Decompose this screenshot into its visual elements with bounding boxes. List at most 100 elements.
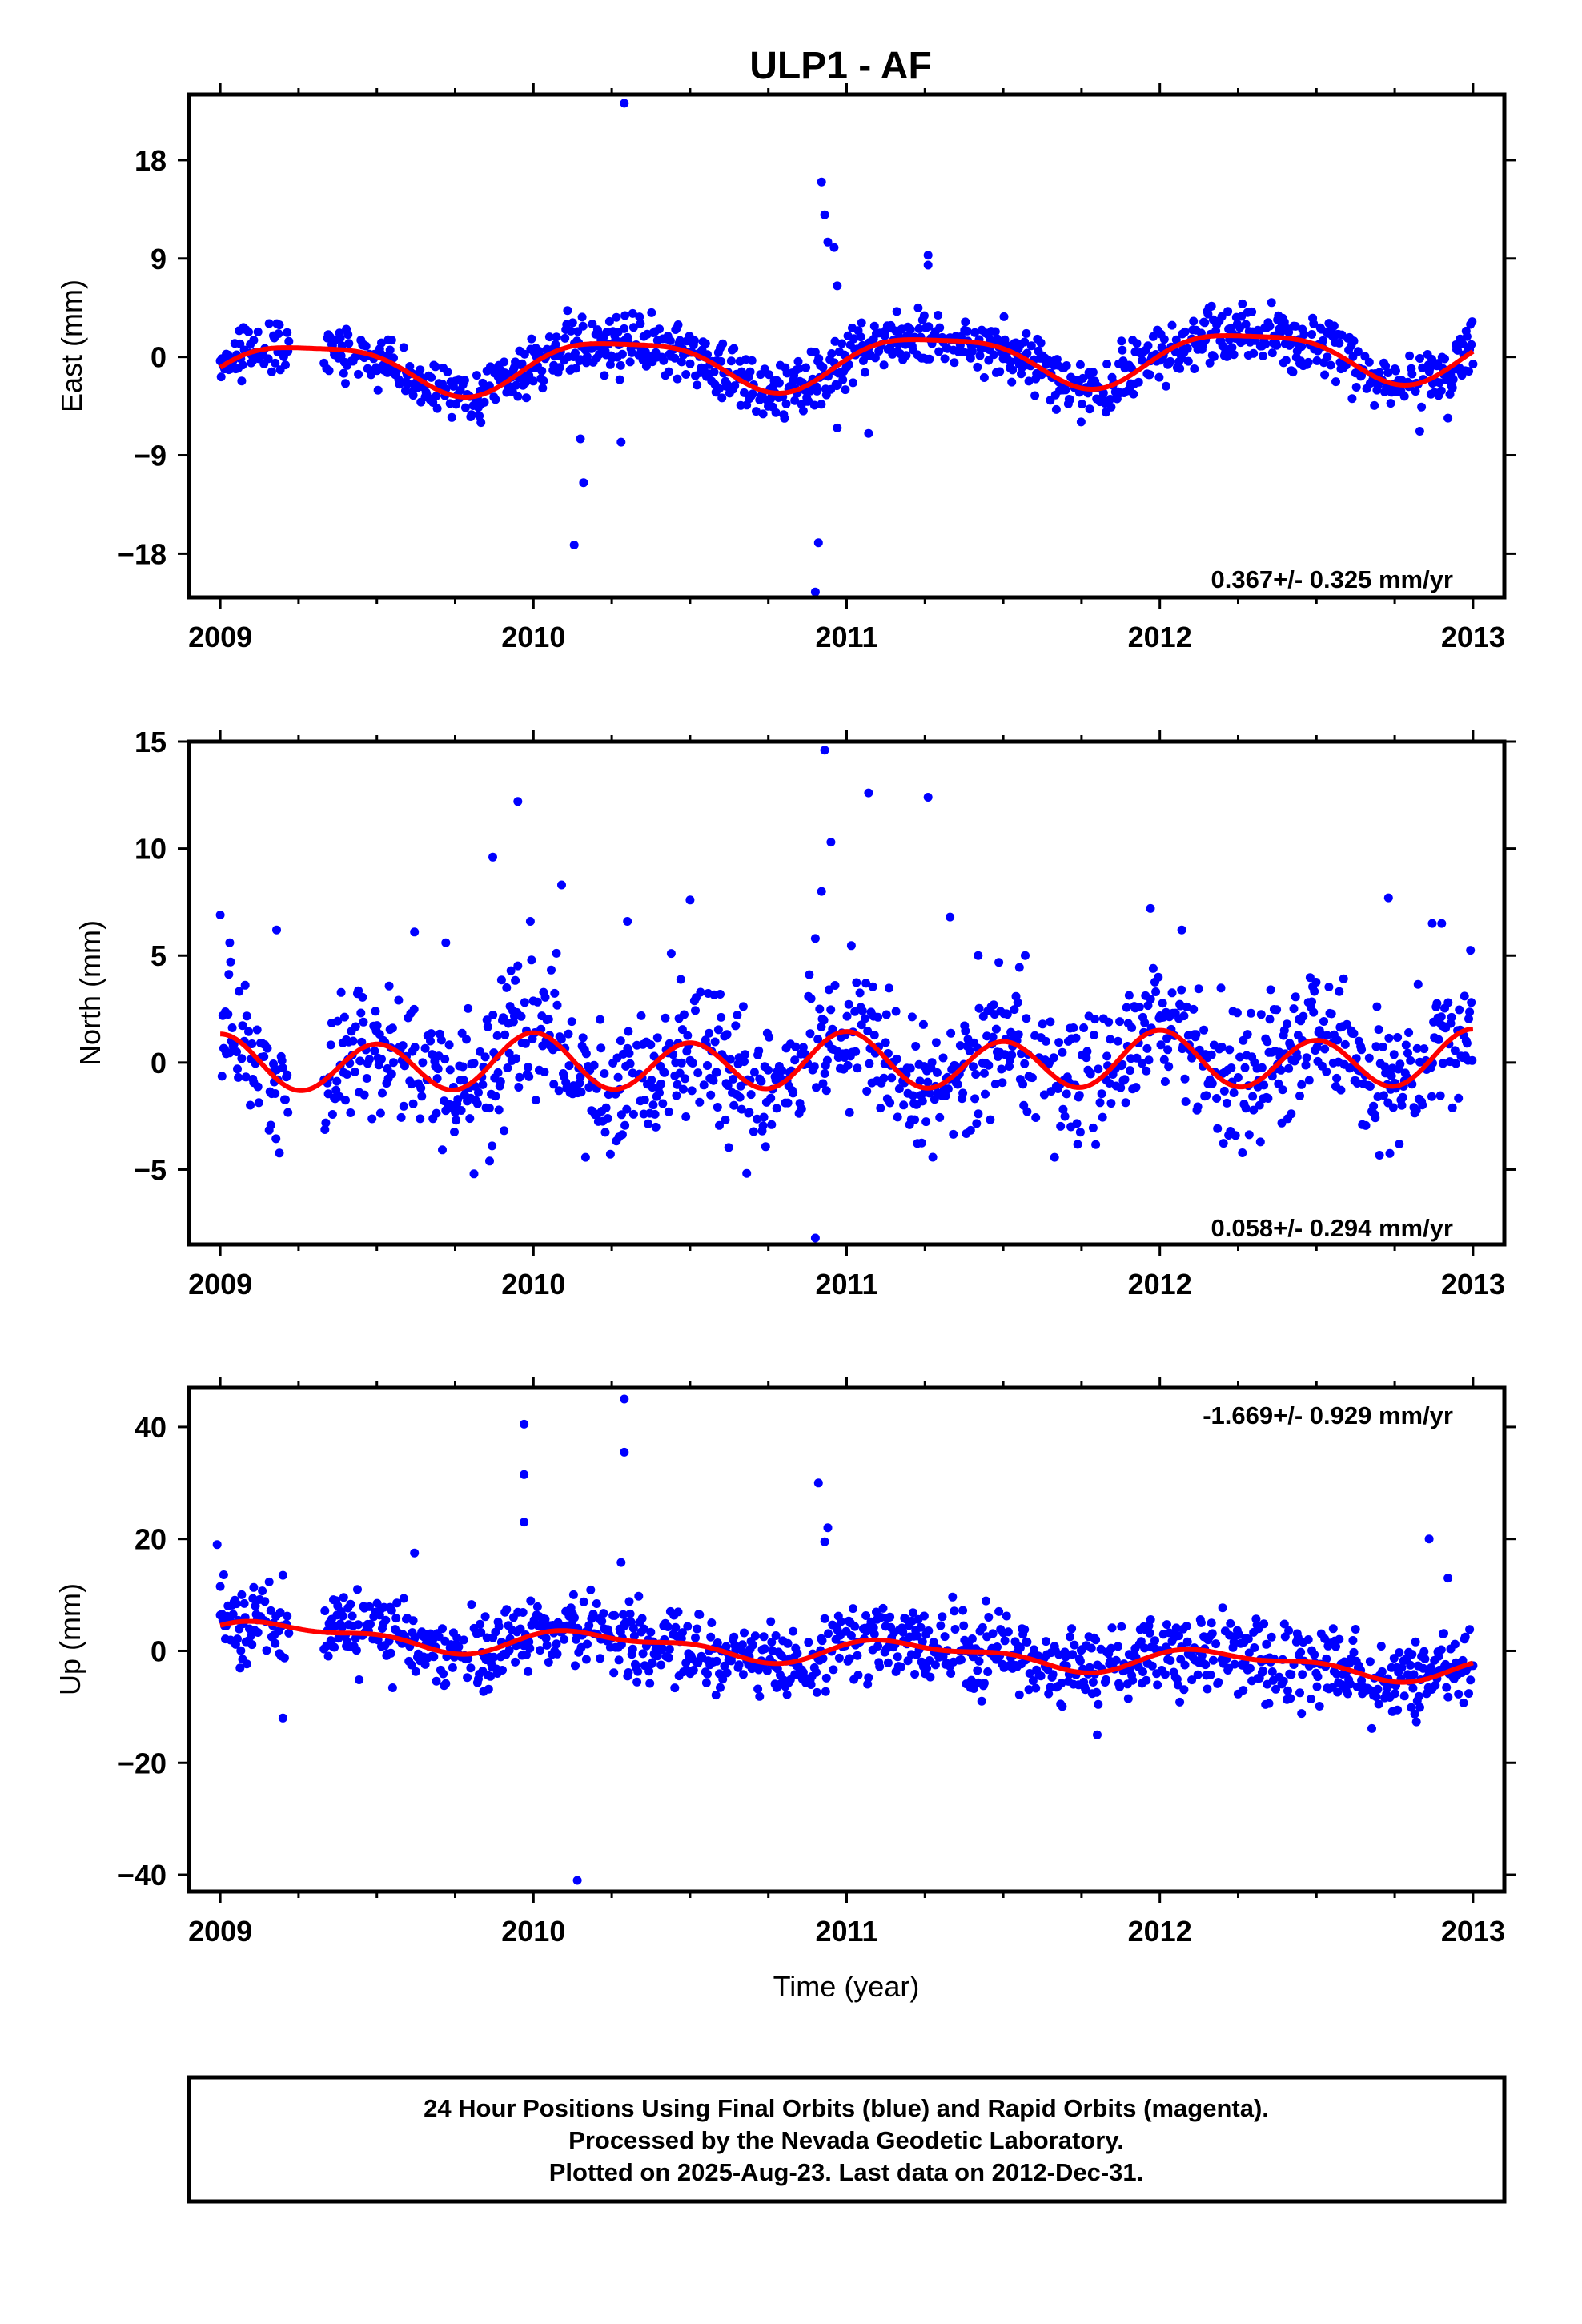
- up-data-point: [1086, 1643, 1096, 1653]
- north-data-point: [1378, 1042, 1387, 1051]
- up-data-point: [1407, 1703, 1416, 1712]
- north-outlier-point: [469, 1169, 479, 1179]
- north-data-point: [665, 1039, 674, 1048]
- north-data-point: [1114, 1036, 1122, 1046]
- north-data-point: [1272, 1005, 1282, 1015]
- east-data-point: [405, 362, 415, 371]
- east-data-point: [1281, 356, 1291, 365]
- north-data-point: [757, 1076, 766, 1086]
- east-data-point: [970, 328, 980, 337]
- up-data-point: [486, 1671, 495, 1681]
- north-data-point: [710, 1037, 720, 1047]
- north-data-point: [483, 1022, 492, 1031]
- north-data-point: [1022, 1107, 1032, 1116]
- east-data-point: [1117, 336, 1126, 346]
- up-data-point: [459, 1635, 468, 1645]
- up-data-point: [366, 1619, 375, 1629]
- up-data-point: [536, 1646, 545, 1655]
- east-data-point: [612, 312, 621, 322]
- north-data-point: [891, 1007, 901, 1016]
- north-data-point: [798, 1043, 808, 1052]
- north-data-point: [241, 1072, 251, 1082]
- north-data-point: [227, 1023, 237, 1032]
- north-data-point: [417, 1092, 427, 1101]
- east-data-point: [1272, 340, 1282, 350]
- up-data-point: [1107, 1623, 1117, 1633]
- up-ytick-label: 40: [135, 1411, 167, 1444]
- caption-box: 24 Hour Positions Using Final Orbits (bl…: [187, 2075, 1507, 2204]
- east-data-point: [659, 356, 669, 365]
- up-data-point: [1028, 1676, 1038, 1685]
- up-data-point: [806, 1680, 816, 1689]
- east-data-point: [1207, 301, 1216, 311]
- east-data-point: [271, 358, 280, 368]
- east-xtick-label: 2013: [1441, 621, 1505, 653]
- north-data-point: [766, 1093, 776, 1103]
- up-data-point: [658, 1644, 668, 1654]
- north-data-point: [482, 1015, 492, 1025]
- north-data-point: [706, 1090, 716, 1100]
- up-data-point: [817, 1636, 827, 1646]
- north-data-point: [949, 1129, 958, 1139]
- north-data-point: [1158, 999, 1167, 1008]
- up-data-point: [1357, 1675, 1367, 1685]
- north-data-point: [1249, 1105, 1259, 1115]
- north-outlier-point: [820, 746, 829, 755]
- up-data-point: [873, 1642, 883, 1651]
- north-data-point: [1450, 1046, 1460, 1055]
- up-data-point: [689, 1666, 698, 1675]
- north-ylabel: North (mm): [74, 920, 106, 1066]
- north-data-point: [746, 1090, 756, 1100]
- east-data-point: [1335, 338, 1344, 348]
- north-data-point: [1074, 1091, 1084, 1100]
- north-data-point: [879, 1073, 889, 1083]
- north-data-point: [1102, 1051, 1112, 1061]
- north-data-point: [1397, 1100, 1407, 1110]
- east-data-point: [827, 349, 837, 358]
- north-data-point: [1106, 1035, 1115, 1044]
- up-data-point: [988, 1629, 998, 1638]
- up-data-point: [610, 1610, 620, 1620]
- up-model-layer: [219, 1618, 1475, 1685]
- up-data-point: [480, 1612, 490, 1622]
- north-data-point: [852, 978, 861, 987]
- east-data-point: [748, 389, 757, 399]
- north-data-point: [1369, 1101, 1379, 1111]
- up-data-point: [524, 1667, 533, 1676]
- east-data-point: [373, 385, 383, 395]
- east-data-point: [765, 370, 774, 380]
- up-data-point: [1145, 1628, 1154, 1638]
- east-data-point: [520, 349, 529, 359]
- north-data-point: [724, 1143, 733, 1152]
- north-data-point: [709, 1076, 718, 1085]
- north-data-point: [1151, 987, 1161, 996]
- east-data-point: [387, 336, 396, 345]
- north-data-point: [359, 1017, 368, 1027]
- north-data-point: [444, 1040, 454, 1050]
- north-data-point: [1046, 1017, 1055, 1027]
- east-data-point: [925, 354, 934, 364]
- north-ticks-layer: 2009 2010 2011 2012 2013 −5 0 5 10 15: [134, 726, 1516, 1301]
- north-data-point: [362, 1074, 371, 1083]
- north-data-point: [1097, 1089, 1106, 1099]
- east-data-point: [673, 320, 683, 329]
- up-data-point: [264, 1577, 274, 1586]
- east-data-point: [513, 392, 523, 401]
- north-data-point: [1177, 985, 1186, 995]
- east-data-point: [798, 406, 808, 416]
- east-data-point: [1312, 356, 1322, 365]
- north-data-point: [1027, 1073, 1037, 1083]
- up-data-point: [498, 1666, 507, 1675]
- up-data-point: [1020, 1625, 1030, 1634]
- up-data-point: [693, 1624, 702, 1634]
- north-data-point: [580, 1152, 590, 1162]
- up-data-point: [1454, 1689, 1464, 1699]
- north-data-point: [1239, 1035, 1248, 1045]
- north-data-point: [367, 1114, 377, 1124]
- north-data-point: [1340, 1039, 1350, 1049]
- up-outlier-point: [616, 1558, 626, 1567]
- north-data-point: [1304, 1076, 1314, 1085]
- east-data-point: [1297, 342, 1307, 352]
- east-data-point: [830, 336, 840, 346]
